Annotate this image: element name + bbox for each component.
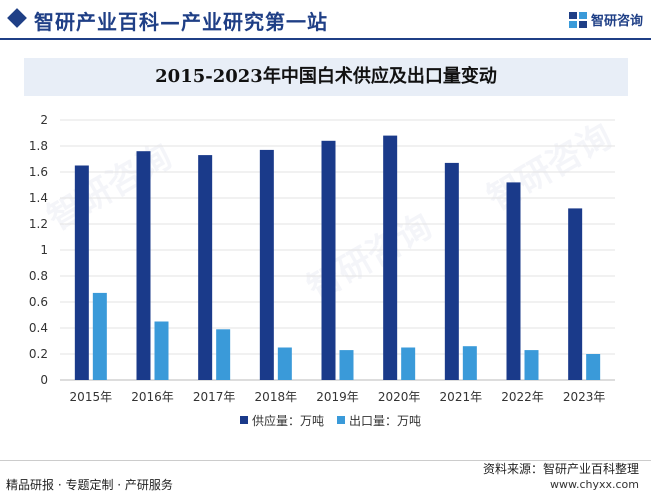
bar-supply [74,165,89,380]
bar-export [586,354,601,380]
y-tick-label: 1.8 [29,139,48,153]
chart-title-band: 2015-2023年中国白术供应及出口量变动 [24,58,628,96]
x-tick-label: 2023年 [563,390,606,404]
bar-export [401,347,416,380]
x-tick-label: 2019年 [316,390,359,404]
bar-supply [259,149,274,380]
y-tick-label: 0.2 [29,347,48,361]
source-note: 资料来源：智研产业百科整理 [482,462,639,476]
bar-supply [383,135,398,380]
bars [74,135,601,380]
y-tick-label: 0.6 [29,295,48,309]
x-tick-label: 2022年 [501,390,544,404]
y-tick-label: 1 [40,243,48,257]
bar-supply [136,151,151,380]
website-link[interactable]: www.chyxx.com [549,478,639,491]
bar-supply [198,155,213,380]
brand-name: 智研咨询 [590,14,643,29]
y-tick-label: 1.4 [29,191,48,205]
y-tick-label: 2 [40,113,48,127]
x-tick-label: 2020年 [378,390,421,404]
bar-export [277,347,292,380]
legend-swatch [240,416,248,424]
footer-divider [0,460,651,461]
grid-lines [60,119,615,381]
x-tick-label: 2015年 [70,390,113,404]
y-tick-label: 0 [40,373,48,387]
header-divider [0,38,651,40]
y-tick-label: 0.4 [29,321,48,335]
y-tick-label: 0.8 [29,269,48,283]
bar-supply [321,140,336,380]
bar-export [154,321,169,380]
site-title: 智研产业百科—产业研究第一站 [34,10,328,34]
y-tick-label: 1.2 [29,217,48,231]
legend-label: 供应量：万吨 [252,413,324,428]
bar-export [92,292,107,380]
y-tick-label: 1.6 [29,165,48,179]
bar-export [524,350,539,380]
header: 智研产业百科—产业研究第一站 智研咨询 [0,0,651,40]
bar-supply [506,182,521,380]
x-tick-label: 2017年 [193,390,236,404]
x-tick-label: 2021年 [440,390,483,404]
bar-export [462,346,477,380]
x-tick-label: 2016年 [131,390,174,404]
y-axis: 0 0.2 0.4 0.6 0.8 1 1.2 1.4 1.6 1.8 2 [29,113,48,387]
brand[interactable]: 智研咨询 [568,10,643,29]
legend-swatch [337,416,345,424]
x-axis: 2015年 2016年 2017年 2018年 2019年 2020年 2021年 2022年… [70,390,606,404]
x-tick-label: 2018年 [255,390,298,404]
legend: 供应量：万吨 出口量：万吨 [240,413,421,428]
zhiyan-logo-icon [568,11,587,28]
tagline: 精品研报 · 专题定制 · 产研服务 [6,478,173,492]
bar-export [339,350,354,380]
diamond-icon [7,8,27,28]
bar-chart: 00.20.40.60.811.21.41.61.82 2015年 2016年 20… [29,113,615,428]
bar-supply [568,208,583,380]
legend-label: 出口量：万吨 [349,414,421,428]
chart-title: 2015-2023年中国白术供应及出口量变动 [155,66,497,87]
bar-supply [444,162,459,380]
bar-export [216,329,231,380]
